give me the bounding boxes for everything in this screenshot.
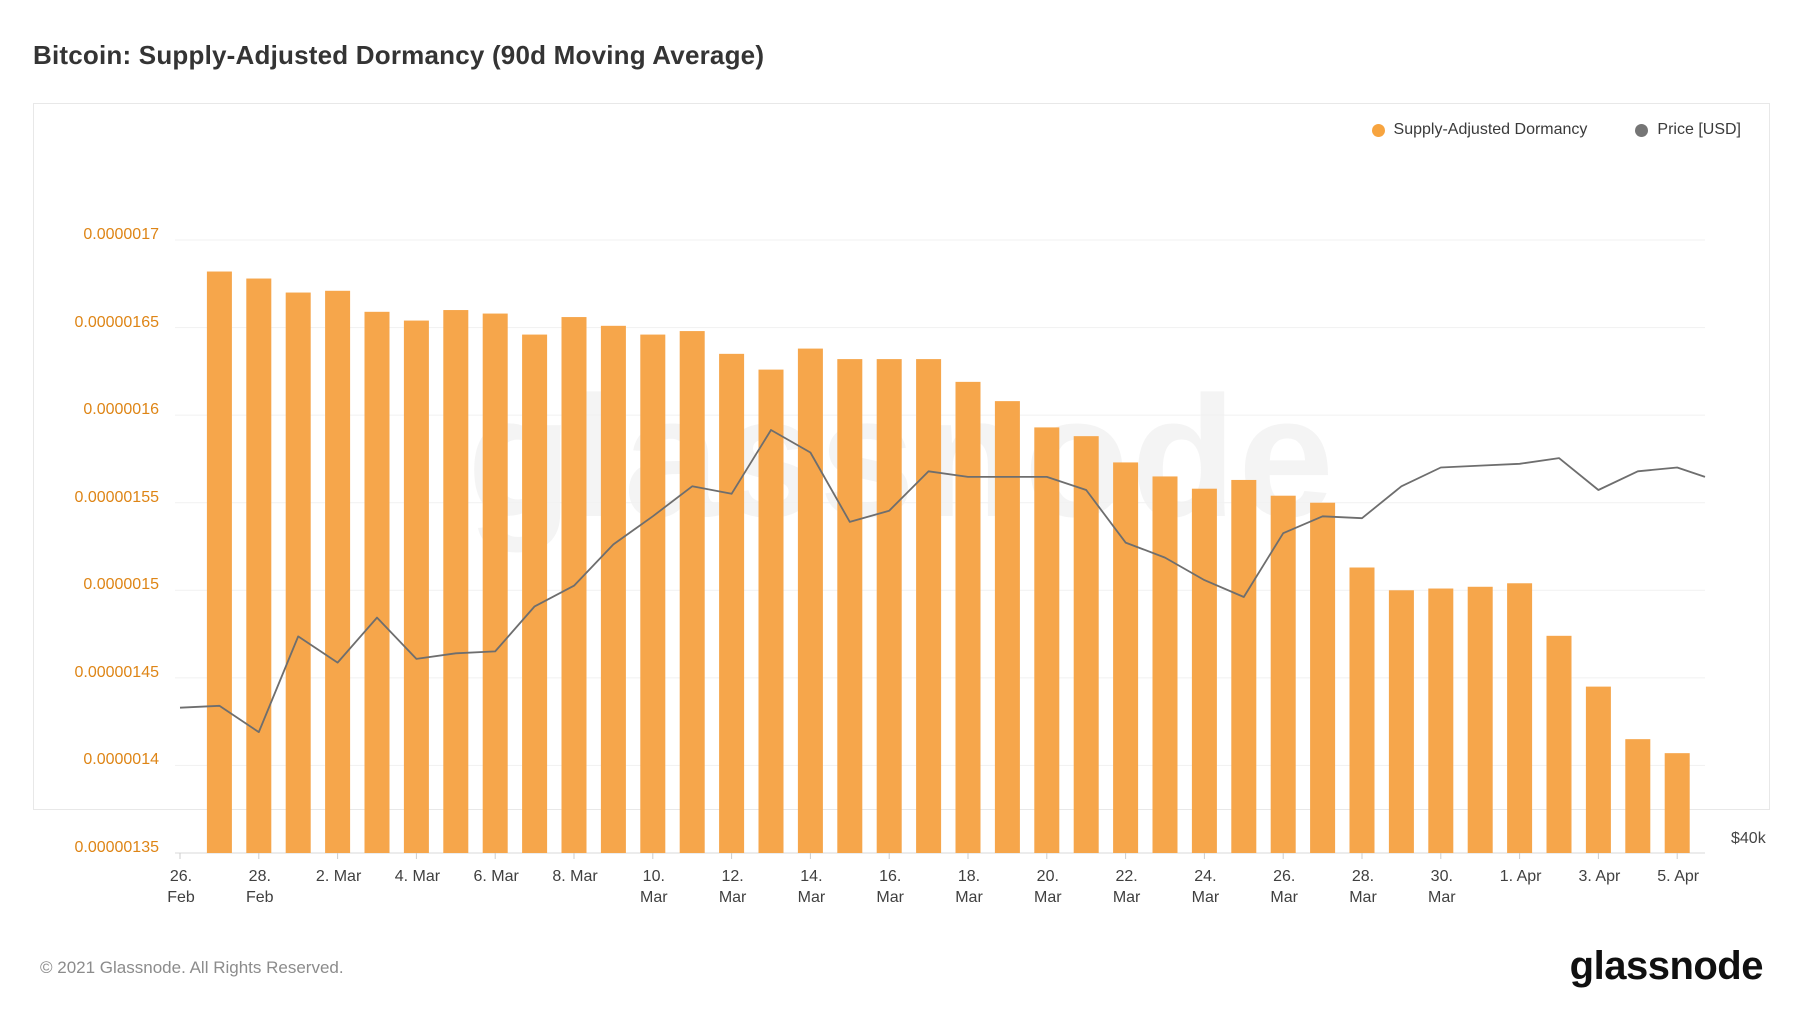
bar-2021-03-14[interactable] (797, 348, 823, 853)
y-axis-label: 0.00000155 (74, 488, 159, 506)
bar-2021-04-02[interactable] (1546, 635, 1572, 853)
price-legend-dot-icon (1635, 123, 1649, 137)
chart-card: Supply-Adjusted Dormancy Price [USD] gla… (33, 103, 1770, 906)
glassnode-logo: glassnode (1569, 944, 1764, 988)
x-axis-label: 24. Mar (1191, 868, 1220, 906)
bar-2021-03-15[interactable] (837, 359, 863, 853)
bar-2021-03-09[interactable] (600, 325, 626, 853)
copyright-text: © 2021 Glassnode. All Rights Reserved. (40, 958, 344, 977)
bar-2021-03-16[interactable] (876, 359, 902, 853)
x-axis-label: 18. Mar (955, 868, 983, 906)
x-axis-label: 28. Feb (246, 868, 274, 906)
x-axis-label: 1. Apr (1499, 868, 1542, 885)
x-axis-label: 20. Mar (1034, 868, 1062, 906)
x-axis-label: 16. Mar (876, 868, 904, 906)
bar-2021-03-11[interactable] (679, 331, 705, 853)
bar-2021-02-28[interactable] (246, 278, 272, 854)
bar-2021-03-25[interactable] (1231, 479, 1257, 853)
bar-2021-03-29[interactable] (1388, 590, 1414, 853)
bar-2021-03-01[interactable] (285, 292, 311, 853)
x-axis-label: 4. Mar (394, 868, 441, 885)
bar-2021-04-04[interactable] (1625, 739, 1651, 853)
legend-item-dormancy[interactable]: Supply-Adjusted Dormancy (1371, 121, 1588, 139)
y-axis-label: 0.0000017 (83, 226, 159, 243)
bar-2021-03-07[interactable] (522, 334, 548, 854)
x-axis-label: 26. Mar (1270, 868, 1298, 906)
bar-2021-03-26[interactable] (1270, 495, 1296, 853)
bar-2021-03-28[interactable] (1349, 567, 1375, 853)
bar-2021-03-21[interactable] (1073, 436, 1099, 853)
bar-2021-04-01[interactable] (1507, 583, 1533, 853)
bar-2021-03-10[interactable] (640, 334, 666, 854)
dormancy-legend-dot-icon (1371, 123, 1385, 137)
bar-2021-03-27[interactable] (1310, 502, 1336, 853)
x-axis-label: 28. Mar (1349, 868, 1377, 906)
bar-2021-03-19[interactable] (994, 401, 1020, 853)
right-axis-price-label: $40k (1731, 830, 1766, 847)
x-axis-label: 14. Mar (797, 868, 826, 906)
x-axis-label: 6. Mar (473, 868, 519, 885)
bar-2021-03-23[interactable] (1152, 476, 1178, 853)
bar-2021-04-05[interactable] (1664, 753, 1690, 853)
legend-label-dormancy: Supply-Adjusted Dormancy (1393, 121, 1588, 138)
y-axis-label: 0.0000016 (83, 401, 159, 419)
x-axis-label: 2. Mar (315, 868, 362, 885)
bar-2021-03-13[interactable] (758, 369, 784, 853)
x-axis-label: 26. Feb (167, 868, 195, 906)
bar-2021-03-03[interactable] (364, 311, 390, 854)
page-title: Bitcoin: Supply-Adjusted Dormancy (90d M… (33, 40, 765, 70)
bar-2021-03-04[interactable] (403, 320, 429, 853)
bar-2021-03-20[interactable] (1034, 427, 1060, 853)
bar-2021-03-17[interactable] (916, 359, 942, 853)
x-axis-label: 10. Mar (640, 868, 668, 906)
x-axis-label: 5. Apr (1657, 868, 1700, 885)
y-axis-label: 0.00000165 (74, 313, 159, 331)
price-line[interactable] (179, 429, 1706, 733)
y-axis-label: 0.0000014 (83, 751, 159, 769)
bar-2021-04-03[interactable] (1585, 686, 1611, 853)
bar-2021-02-27[interactable] (206, 271, 232, 853)
x-axis-label: 22. Mar (1112, 868, 1141, 906)
legend-label-price: Price [USD] (1657, 121, 1741, 138)
bar-2021-03-12[interactable] (719, 353, 745, 853)
y-axis-label: 0.0000015 (83, 576, 159, 594)
y-axis-label: 0.00000135 (74, 838, 159, 856)
y-axis-label: 0.00000145 (74, 663, 159, 681)
bar-2021-03-30[interactable] (1428, 588, 1454, 853)
x-axis-label: 3. Apr (1578, 868, 1621, 885)
x-axis-label: 8. Mar (552, 868, 598, 885)
legend-item-price[interactable]: Price [USD] (1635, 121, 1741, 139)
x-axis-label: 30. Mar (1428, 868, 1456, 906)
legend: Supply-Adjusted Dormancy Price [USD] (1371, 121, 1741, 139)
bar-2021-03-05[interactable] (443, 310, 469, 853)
bar-2021-03-22[interactable] (1113, 462, 1139, 853)
x-axis-label: 12. Mar (718, 868, 747, 906)
bar-2021-03-24[interactable] (1191, 488, 1217, 853)
bar-2021-03-06[interactable] (482, 313, 508, 853)
bar-2021-03-02[interactable] (325, 290, 351, 853)
bar-2021-03-31[interactable] (1467, 586, 1493, 853)
bar-2021-03-18[interactable] (955, 381, 981, 853)
